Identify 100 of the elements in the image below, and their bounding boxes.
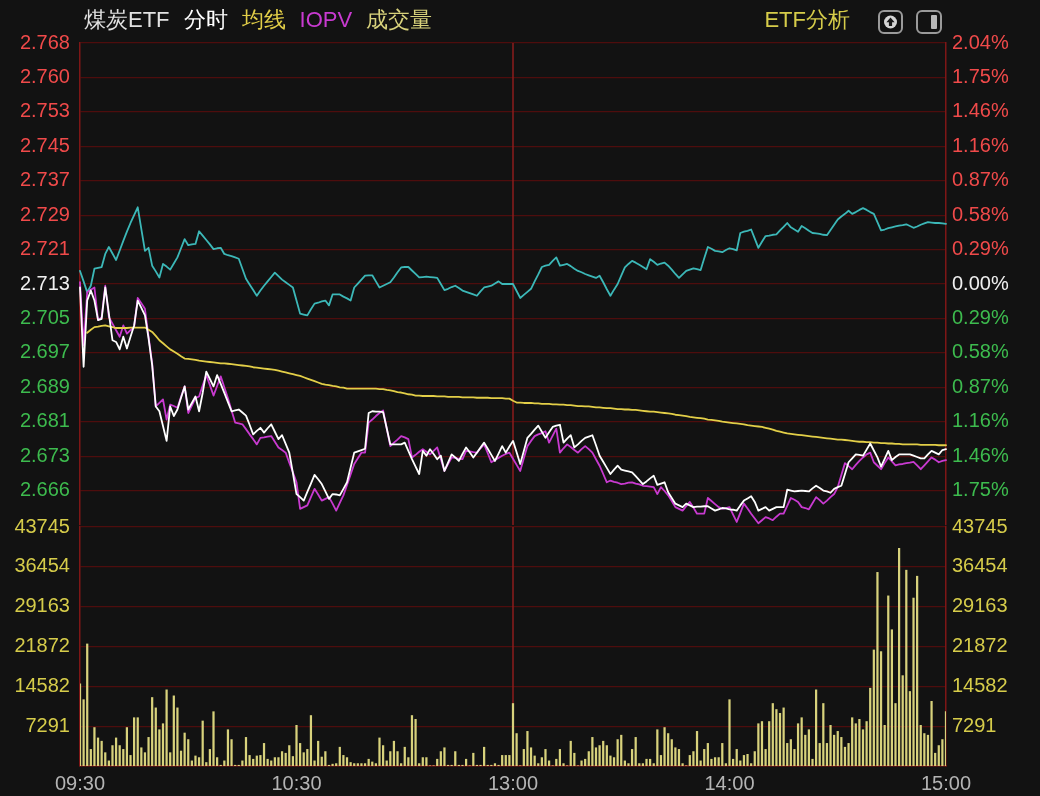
bar xyxy=(356,763,359,766)
text: 分时 xyxy=(183,6,228,34)
y-tick-label: 2.705 xyxy=(19,305,70,328)
bar xyxy=(288,745,291,766)
y2-tick-label: 36454 xyxy=(952,554,1008,577)
y-tick-label: 2.729 xyxy=(19,202,70,225)
bar xyxy=(706,743,709,766)
bar xyxy=(493,763,497,766)
bar xyxy=(616,739,619,766)
bar xyxy=(807,729,810,766)
bar xyxy=(656,729,659,766)
y-tick-label: 2.745 xyxy=(19,133,70,156)
y2-tick-label: 1.75% xyxy=(952,478,1009,501)
bar xyxy=(944,711,946,766)
bar xyxy=(526,731,529,766)
y-tick-label: 2.697 xyxy=(19,340,70,363)
y-tick-label: 2.721 xyxy=(19,237,70,260)
bar xyxy=(133,717,136,766)
bar xyxy=(360,763,363,766)
bar xyxy=(890,629,893,766)
bar xyxy=(854,723,857,766)
bar xyxy=(226,729,230,766)
y-tick-label: 29163 xyxy=(14,594,70,617)
y2-tick-label: 1.46% xyxy=(952,443,1009,466)
bar xyxy=(851,717,854,766)
bar xyxy=(591,737,594,766)
bar xyxy=(645,758,648,766)
y-tick-label: 2.689 xyxy=(19,374,70,397)
bar xyxy=(688,755,691,766)
bar xyxy=(757,723,760,766)
bar xyxy=(742,755,746,766)
text: 成交量 xyxy=(366,6,433,34)
bar xyxy=(295,725,298,766)
bar xyxy=(212,711,215,766)
bar xyxy=(796,723,800,766)
y2-tick-label: 0.29% xyxy=(952,237,1009,260)
y-tick-label: 2.673 xyxy=(19,443,70,466)
x-tick-label: 10:30 xyxy=(271,771,322,794)
y2-tick-label: 0.58% xyxy=(952,202,1009,225)
bar xyxy=(472,752,475,766)
bar xyxy=(728,699,731,766)
bar xyxy=(302,752,305,766)
y-tick-label: 2.760 xyxy=(19,64,70,87)
bar xyxy=(768,721,771,766)
bar xyxy=(421,757,424,766)
bar xyxy=(454,751,457,766)
bar xyxy=(876,572,879,766)
bar xyxy=(930,700,933,766)
bar xyxy=(262,743,266,766)
y2-tick-label: 14582 xyxy=(952,673,1008,696)
bar xyxy=(345,757,349,766)
bar xyxy=(125,727,129,766)
bar xyxy=(165,689,168,766)
bar xyxy=(363,763,367,766)
y-tick-label: 2.768 xyxy=(19,30,70,53)
bar xyxy=(800,717,803,766)
bar xyxy=(331,763,334,766)
bar xyxy=(414,719,417,766)
bar xyxy=(721,743,724,766)
bar xyxy=(641,763,645,766)
bar xyxy=(197,757,201,766)
y2-tick-label: 7291 xyxy=(952,713,997,736)
y-tick-label: 43745 xyxy=(14,514,70,537)
bar xyxy=(389,751,392,766)
bar xyxy=(93,727,96,766)
y2-tick-label: 0.87% xyxy=(952,168,1009,191)
bar xyxy=(829,725,832,766)
y2-tick-label: 21872 xyxy=(952,634,1008,657)
bar xyxy=(695,731,699,766)
bar xyxy=(663,727,666,766)
y2-tick-label: 1.16% xyxy=(952,133,1009,156)
text: 均线 xyxy=(241,6,286,34)
chart-title: 煤炭ETF xyxy=(84,6,170,34)
y2-tick-label: 1.46% xyxy=(952,99,1009,122)
y2-tick-label: 0.00% xyxy=(952,271,1009,294)
y2-tick-label: 1.16% xyxy=(952,409,1009,432)
bar xyxy=(612,757,616,766)
bar xyxy=(858,719,861,766)
bar xyxy=(439,751,442,766)
bar xyxy=(670,739,673,766)
x-tick-label: 14:00 xyxy=(704,771,755,794)
y2-tick-label: 43745 xyxy=(952,514,1008,537)
bar xyxy=(504,755,507,766)
bar xyxy=(443,747,446,766)
x-tick-label: 15:00 xyxy=(920,771,972,794)
bar xyxy=(746,753,749,766)
y2-tick-label: 2.04% xyxy=(952,30,1009,53)
y-tick-label: 2.681 xyxy=(19,409,70,432)
bar xyxy=(425,757,428,766)
text: IOPV xyxy=(299,6,353,34)
y-tick-label: 2.666 xyxy=(19,478,70,501)
x-tick-label: 09:30 xyxy=(54,771,106,794)
bar xyxy=(580,760,583,766)
bar xyxy=(280,751,284,766)
text: ETF分析 xyxy=(764,6,850,34)
bar xyxy=(353,763,356,766)
y-tick-label: 2.713 xyxy=(19,271,70,294)
bar xyxy=(151,697,154,766)
y2-tick-label: 0.58% xyxy=(952,340,1009,363)
bar xyxy=(501,755,504,766)
